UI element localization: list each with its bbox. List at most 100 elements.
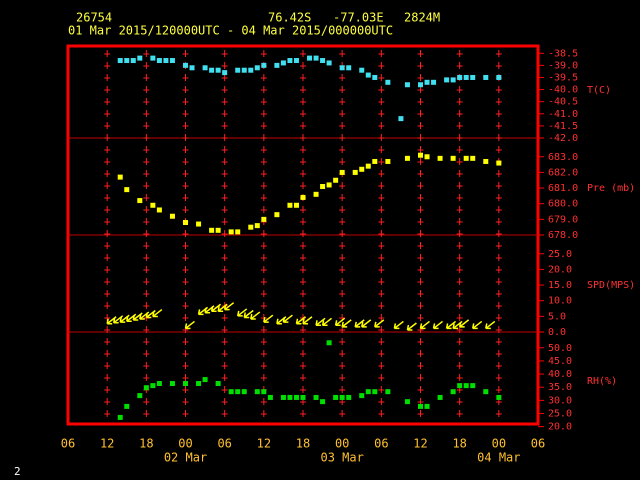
data-point	[124, 187, 130, 193]
y-tick-label: 20.0	[548, 422, 572, 433]
data-point	[274, 212, 280, 218]
data-point	[470, 74, 476, 80]
data-point	[235, 67, 241, 73]
y-tick-label: -42.0	[548, 133, 578, 144]
x-tick-label: 18	[139, 437, 153, 451]
y-axis-label: T(C)	[587, 85, 611, 96]
data-point	[431, 79, 437, 85]
data-point	[202, 377, 208, 383]
data-point	[424, 403, 430, 409]
x-tick-label: 12	[100, 437, 114, 451]
elevation: 2824M	[404, 11, 440, 25]
x-tick-label: 18	[452, 437, 466, 451]
data-point	[183, 381, 188, 387]
wind-arrow	[361, 319, 372, 328]
data-point	[320, 399, 326, 405]
data-point	[463, 383, 469, 389]
wind-arrow	[152, 308, 163, 318]
data-point	[215, 381, 221, 387]
data-point	[359, 67, 365, 73]
data-point	[248, 67, 254, 73]
x-tick-label: 00	[492, 437, 506, 451]
data-point	[254, 65, 260, 71]
wind-arrow	[354, 319, 365, 328]
data-point	[254, 389, 260, 395]
wind-arrow	[315, 317, 326, 327]
data-point	[326, 60, 332, 66]
data-point	[483, 389, 489, 395]
data-point	[418, 82, 423, 88]
data-point	[450, 389, 456, 395]
data-point	[365, 163, 371, 169]
station-id: 26754	[76, 11, 112, 25]
data-point	[300, 194, 306, 200]
wind-arrow	[341, 319, 352, 328]
wind-arrow	[282, 314, 293, 323]
y-tick-label: -40.5	[548, 97, 578, 108]
data-point	[280, 394, 286, 400]
data-point	[385, 389, 391, 395]
data-point	[169, 213, 175, 219]
wind-arrow	[236, 308, 248, 317]
data-point	[235, 229, 241, 235]
data-point	[339, 65, 345, 71]
data-point	[202, 65, 208, 71]
data-point	[150, 202, 156, 208]
data-point	[150, 383, 156, 389]
data-point	[209, 67, 215, 73]
data-point	[156, 381, 162, 387]
data-point	[124, 403, 130, 409]
data-point	[261, 62, 267, 68]
data-point	[117, 58, 123, 64]
y-tick-label: -38.5	[548, 48, 578, 59]
x-tick-label: 00	[335, 437, 349, 451]
data-point	[346, 65, 352, 71]
data-point	[124, 58, 130, 64]
y-tick-label: 25.0	[548, 408, 572, 419]
wind-arrow	[112, 315, 124, 324]
data-point	[333, 394, 339, 400]
y-tick-label: 680.0	[548, 199, 578, 210]
wind-arrow	[243, 309, 254, 319]
longitude: -77.03E	[333, 11, 384, 25]
data-point	[326, 182, 332, 188]
data-point	[117, 414, 123, 420]
data-point	[293, 58, 299, 64]
wind-arrow	[471, 320, 483, 330]
wind-arrow	[302, 316, 313, 325]
y-tick-label: 50.0	[548, 343, 572, 354]
y-tick-label: 40.0	[548, 369, 572, 380]
data-point	[359, 166, 365, 172]
data-point	[457, 383, 463, 389]
y-axis-label: Pre (mb)	[587, 183, 635, 194]
wind-arrow	[334, 317, 346, 327]
data-point	[183, 219, 188, 225]
x-tick-label: 18	[296, 437, 310, 451]
data-point	[365, 72, 371, 78]
wind-arrow	[393, 320, 404, 330]
data-point	[183, 62, 188, 68]
wind-arrow	[263, 314, 274, 323]
data-point	[339, 169, 345, 175]
data-point	[254, 223, 260, 229]
data-point	[385, 79, 391, 85]
x-tick-label: 00	[178, 437, 192, 451]
y-tick-label: -39.0	[548, 60, 578, 71]
data-point	[450, 77, 456, 83]
x-tick-label: 12	[257, 437, 271, 451]
data-point	[196, 381, 202, 387]
data-point	[437, 394, 443, 400]
data-point	[372, 74, 378, 80]
data-point	[215, 227, 221, 233]
data-point	[483, 74, 489, 80]
y-tick-label: 682.0	[548, 167, 578, 178]
wind-arrow	[458, 319, 470, 328]
wind-arrow	[321, 317, 333, 327]
data-point	[372, 158, 378, 164]
data-point	[287, 202, 293, 208]
data-point	[300, 394, 306, 400]
y-tick-label: -40.0	[548, 85, 578, 96]
data-point	[365, 389, 371, 395]
